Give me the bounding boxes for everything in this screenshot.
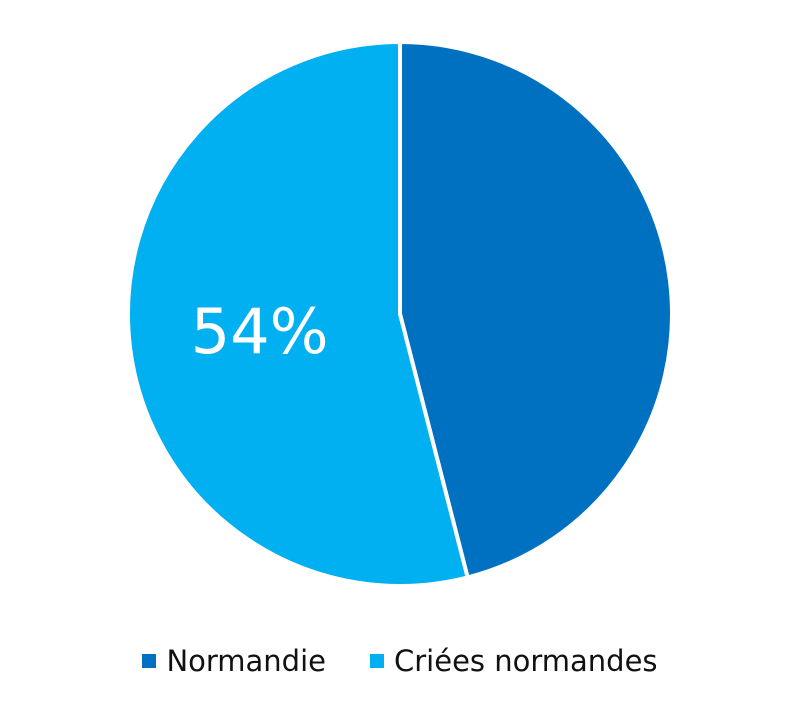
legend-label-normandie: Normandie <box>166 644 326 678</box>
legend-item-normandie: Normandie <box>142 644 326 678</box>
legend-swatch-normandie <box>142 654 157 668</box>
chart-legend: Normandie Criées normandes <box>0 644 800 678</box>
slice-label-criees-normandes: 54% <box>191 295 329 368</box>
pie-slice-criees-normandes <box>126 40 470 588</box>
pie-slices <box>126 40 674 588</box>
legend-swatch-criees-normandes <box>370 654 384 668</box>
pie-slice-normandie <box>398 40 674 580</box>
legend-label-criees-normandes: Criées normandes <box>394 644 658 678</box>
legend-item-criees-normandes: Criées normandes <box>370 644 658 678</box>
pie-labels: 54% <box>191 295 329 368</box>
